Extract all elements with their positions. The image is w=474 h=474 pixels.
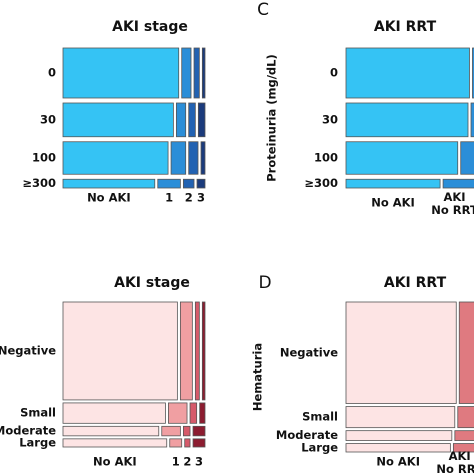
row-label: 30 xyxy=(322,112,338,126)
row-label: 0 xyxy=(48,66,56,80)
mosaic-cell xyxy=(345,47,470,99)
mosaic-cell xyxy=(457,406,474,429)
column-label: No AKI xyxy=(93,455,137,469)
row-label: Small xyxy=(302,410,338,424)
mosaic-cell xyxy=(62,402,166,424)
mosaic-cell xyxy=(442,178,474,189)
mosaic-cell xyxy=(470,102,474,138)
mosaic-cell xyxy=(196,178,206,189)
mosaic-cell xyxy=(194,301,200,401)
column-label: 3 xyxy=(197,191,205,205)
row-label: 100 xyxy=(32,151,56,165)
column-label: 2 xyxy=(183,455,191,469)
mosaic-cell xyxy=(345,406,456,429)
mosaic-cell xyxy=(454,430,474,441)
mosaic-cell xyxy=(345,178,441,189)
mosaic-cell xyxy=(62,47,180,99)
mosaic-cell xyxy=(169,438,183,448)
row-label: Moderate xyxy=(276,428,338,442)
column-label: 2 xyxy=(185,191,193,205)
row-label: Negative xyxy=(0,343,56,357)
row-label: Large xyxy=(301,440,338,454)
mosaic-cell xyxy=(193,47,200,99)
mosaic-cell xyxy=(62,141,169,175)
row-label: 100 xyxy=(314,151,338,165)
mosaic-cell xyxy=(192,438,206,448)
row-label: Moderate xyxy=(0,424,56,438)
y-axis-label: Hematuria xyxy=(251,343,265,411)
mosaic-cell xyxy=(62,438,168,448)
mosaic-cell xyxy=(62,102,174,138)
panel-label: C xyxy=(257,0,269,20)
mosaic-cell xyxy=(345,141,459,175)
mosaic-cell xyxy=(62,178,156,189)
panel-label: D xyxy=(258,273,271,293)
mosaic-cell xyxy=(197,102,206,138)
chart-title: AKI stage xyxy=(114,275,190,291)
mosaic-cell xyxy=(179,301,193,401)
row-label: Small xyxy=(20,406,56,420)
mosaic-cell xyxy=(460,141,474,175)
mosaic-cell xyxy=(189,402,198,424)
row-label: ≥300 xyxy=(22,176,56,190)
mosaic-cell xyxy=(199,402,206,424)
mosaic-cell xyxy=(168,402,188,424)
mosaic-cell xyxy=(181,47,192,99)
mosaic-cell xyxy=(182,425,191,437)
mosaic-cell xyxy=(345,443,451,453)
chart-title: AKI RRT xyxy=(374,19,437,35)
mosaic-cell xyxy=(200,141,206,175)
row-label: 0 xyxy=(330,66,338,80)
row-label: Large xyxy=(19,435,56,449)
mosaic-cell xyxy=(62,301,178,401)
mosaic-cell xyxy=(201,47,206,99)
column-label: 3 xyxy=(195,455,203,469)
chart-title: AKI RRT xyxy=(384,275,447,291)
mosaic-cell xyxy=(175,102,187,138)
column-label: No AKI xyxy=(376,455,420,469)
mosaic-cell xyxy=(170,141,187,175)
row-label: ≥300 xyxy=(304,176,338,190)
column-label: No AKI xyxy=(87,191,131,205)
mosaic-cell xyxy=(188,141,199,175)
mosaic-cell xyxy=(184,438,191,448)
column-label: No AKI xyxy=(371,196,415,210)
row-label: Negative xyxy=(280,345,338,359)
mosaic-cell xyxy=(192,425,206,437)
column-label: 1 xyxy=(172,455,180,469)
mosaic-cell xyxy=(452,443,474,453)
mosaic-cell xyxy=(458,301,474,404)
row-label: 30 xyxy=(40,112,56,126)
column-label: 1 xyxy=(165,191,173,205)
mosaic-cell xyxy=(62,425,160,437)
mosaic-cell xyxy=(345,430,453,441)
mosaic-cell xyxy=(345,102,469,138)
mosaic-cell xyxy=(182,178,195,189)
chart-title: AKI stage xyxy=(112,19,188,35)
mosaic-cell xyxy=(472,47,474,99)
mosaic-cell xyxy=(345,301,457,404)
mosaic-cell xyxy=(157,178,181,189)
mosaic-cell xyxy=(161,425,181,437)
mosaic-cell xyxy=(188,102,196,138)
y-axis-label: Proteinuria (mg/dL) xyxy=(265,54,279,181)
mosaic-cell xyxy=(201,301,206,401)
